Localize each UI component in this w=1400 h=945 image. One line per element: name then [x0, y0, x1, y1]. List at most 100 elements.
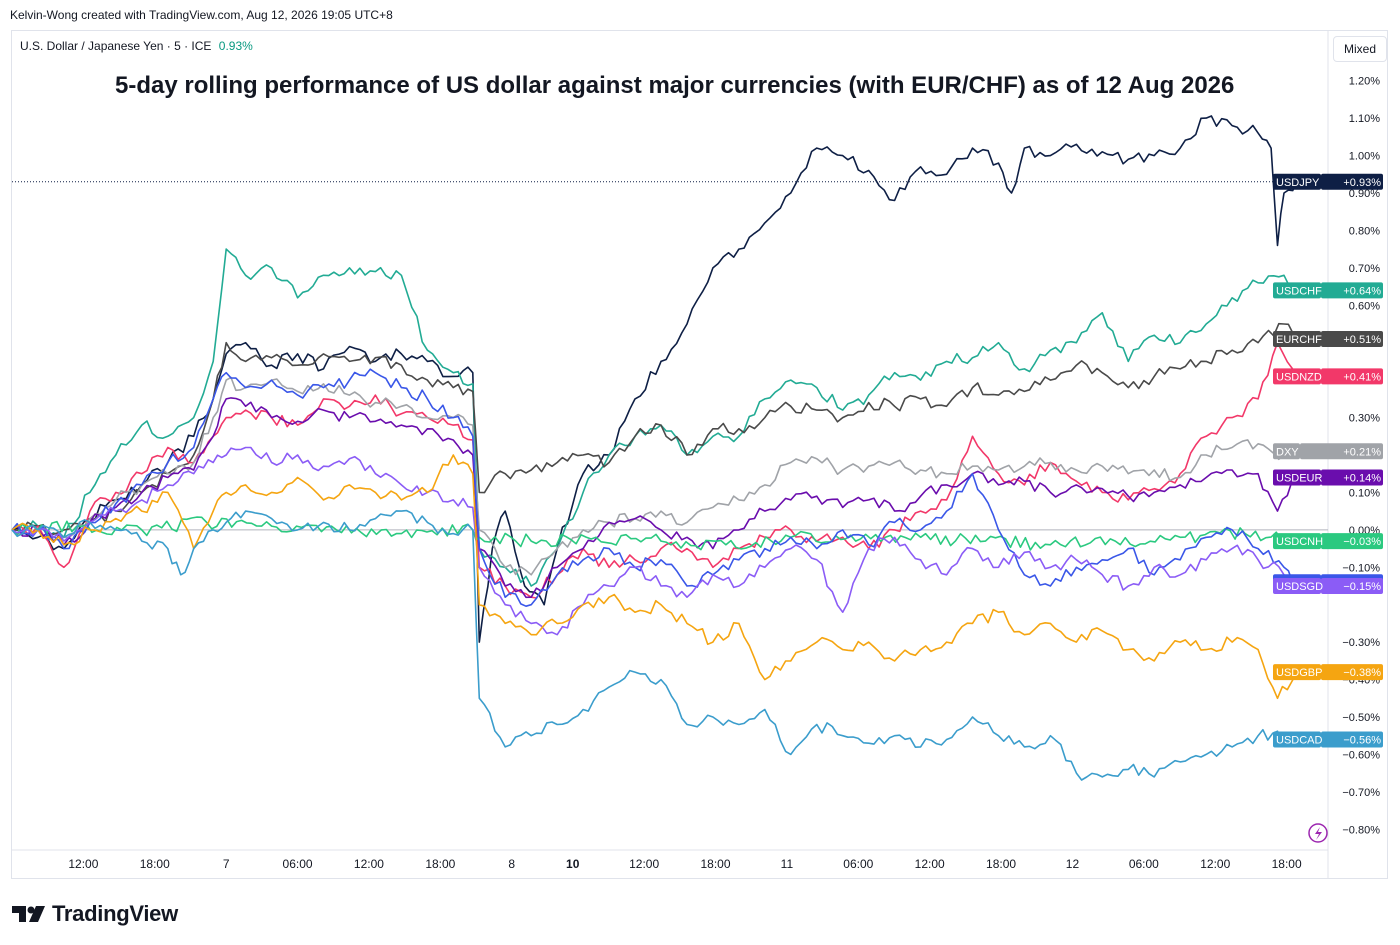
y-tick-label: −0.30%: [1342, 637, 1380, 649]
y-tick-label: 1.20%: [1349, 76, 1380, 88]
series-value-bg: [1321, 330, 1383, 347]
tradingview-logo[interactable]: TradingView: [12, 901, 178, 927]
x-tick-label: 18:00: [1272, 857, 1302, 871]
series-tag-value: −0.56%: [1343, 734, 1381, 746]
y-tick-label: 0.30%: [1349, 413, 1380, 425]
y-tick-label: 0.60%: [1349, 300, 1380, 312]
series-tag-bg: [1273, 533, 1321, 550]
series-tag-name: USDCHF: [1276, 285, 1322, 297]
series-tag-bg: [1273, 443, 1300, 460]
x-tick-label: 8: [508, 857, 515, 871]
y-tick-label: 1.10%: [1349, 113, 1380, 125]
series-tag-bg: [1273, 578, 1321, 594]
series-line-usdsgd: [11, 446, 1298, 636]
symbol-name: U.S. Dollar / Japanese Yen · 5 · ICE: [20, 39, 212, 53]
lightning-icon: [1308, 823, 1328, 843]
series-tag-value: −0.15%: [1343, 581, 1381, 593]
series-tag-dxy: DXY +0.21%: [1273, 443, 1383, 460]
y-tick-label: 0.90%: [1349, 188, 1380, 200]
x-tick-label: 12:00: [915, 857, 945, 871]
x-tick-label: 11: [781, 857, 794, 871]
tradingview-logo-icon: [12, 906, 45, 922]
series-tag-value: +0.41%: [1343, 371, 1381, 383]
series-tag-name: EURCHF: [1276, 334, 1322, 346]
x-tick-label: 12:00: [354, 857, 384, 871]
series-line-eurchf: [11, 322, 1298, 536]
series-value-bg: [1321, 368, 1383, 385]
series-tag-bg: [1273, 173, 1321, 190]
x-tick-label: 18:00: [986, 857, 1016, 871]
y-tick-label: 0.10%: [1349, 487, 1380, 499]
series-tag-usdjpy: USDJPY +0.93%: [1273, 173, 1383, 190]
series-tag-name: USDSGD: [1276, 581, 1323, 593]
series-tag-name: USDEUR: [1276, 472, 1323, 484]
series-tag-eurchf: EURCHF +0.51%: [1273, 330, 1383, 347]
series-tag-name: DXY: [1276, 446, 1299, 458]
series-tag-name: USDJPY: [1276, 177, 1320, 189]
chart-frame: [11, 30, 1388, 879]
series-value-bg: [1321, 731, 1383, 748]
series-line-usdgbp: [11, 454, 1298, 700]
series-tag-name: USDNZD: [1276, 371, 1322, 383]
series-line-usdnzd: [11, 341, 1298, 599]
series-value-bg: [1300, 443, 1383, 460]
x-tick-label: 18:00: [701, 857, 731, 871]
series-tag-value: +0.51%: [1343, 334, 1381, 346]
series-tag-usdsgd: USDSGD −0.15%: [1273, 578, 1383, 594]
y-tick-label: −0.70%: [1342, 787, 1380, 799]
series-tag-value: +0.93%: [1343, 177, 1381, 189]
series-tag-name: USDCNH: [1276, 536, 1323, 548]
series-tag-value: −0.38%: [1343, 667, 1381, 679]
series-line-usdaud: [11, 368, 1298, 608]
y-tick-label: 0.80%: [1349, 225, 1380, 237]
symbol-change: 0.93%: [218, 39, 253, 53]
y-tick-label: 0.70%: [1349, 263, 1380, 275]
series-value-bg: [1321, 282, 1383, 299]
series-line-dxy: [11, 376, 1298, 576]
x-tick-label: 06:00: [1129, 857, 1159, 871]
x-tick-label: 06:00: [283, 857, 313, 871]
x-tick-label: 7: [223, 857, 230, 871]
series-tag-bg: [1273, 368, 1321, 385]
series-value-bg: [1321, 469, 1383, 486]
y-tick-label: −0.50%: [1342, 712, 1380, 724]
series-tag-value: −0.03%: [1343, 536, 1381, 548]
series-tag-bg: [1273, 469, 1321, 486]
series-tag-usdeur: USDEUR +0.14%: [1273, 469, 1383, 486]
x-tick-label: 12: [1066, 857, 1080, 871]
brand-name: TradingView: [52, 901, 178, 926]
series-value-bg: [1321, 173, 1383, 190]
y-tick-label: −0.60%: [1342, 749, 1380, 761]
series-tag-name: USDCAD: [1276, 734, 1323, 746]
series-tag-name: USDGBP: [1276, 667, 1322, 679]
scale-mode-button[interactable]: Mixed: [1333, 36, 1387, 62]
series-tag-usdchf: USDCHF +0.64%: [1273, 282, 1383, 299]
series-line-usdjpy: [11, 115, 1298, 643]
y-tick-label: 1.00%: [1349, 151, 1380, 163]
series-value-bg: [1321, 578, 1383, 594]
y-tick-label: −0.80%: [1342, 824, 1380, 836]
series-tag-usdgbp: USDGBP −0.38%: [1273, 664, 1383, 681]
series-tag-value: +0.14%: [1343, 472, 1381, 484]
series-tag-bg: [1273, 664, 1321, 681]
series-tag-bg: [1273, 330, 1321, 347]
series-tag-value: +0.64%: [1343, 285, 1381, 297]
x-tick-label: 18:00: [425, 857, 455, 871]
series-value-bg: [1321, 664, 1383, 681]
series-line-usdchf: [11, 248, 1298, 587]
x-tick-label: 06:00: [843, 857, 873, 871]
symbol-legend[interactable]: U.S. Dollar / Japanese Yen · 5 · ICE 0.9…: [20, 39, 253, 53]
chart-title: 5-day rolling performance of US dollar a…: [115, 72, 1235, 99]
series-tag-bg: [1273, 731, 1321, 748]
x-tick-label: 10: [566, 857, 580, 871]
series-tag-value: +0.21%: [1343, 446, 1381, 458]
x-tick-label: 12:00: [68, 857, 98, 871]
series-tag-bg: [1273, 282, 1321, 299]
x-tick-label: 12:00: [629, 857, 659, 871]
series-line-usdcad: [11, 509, 1298, 781]
x-tick-label: 12:00: [1200, 857, 1230, 871]
y-tick-label: −0.10%: [1342, 562, 1380, 574]
series-line-usdcnh: [11, 516, 1298, 551]
x-tick-label: 18:00: [140, 857, 170, 871]
